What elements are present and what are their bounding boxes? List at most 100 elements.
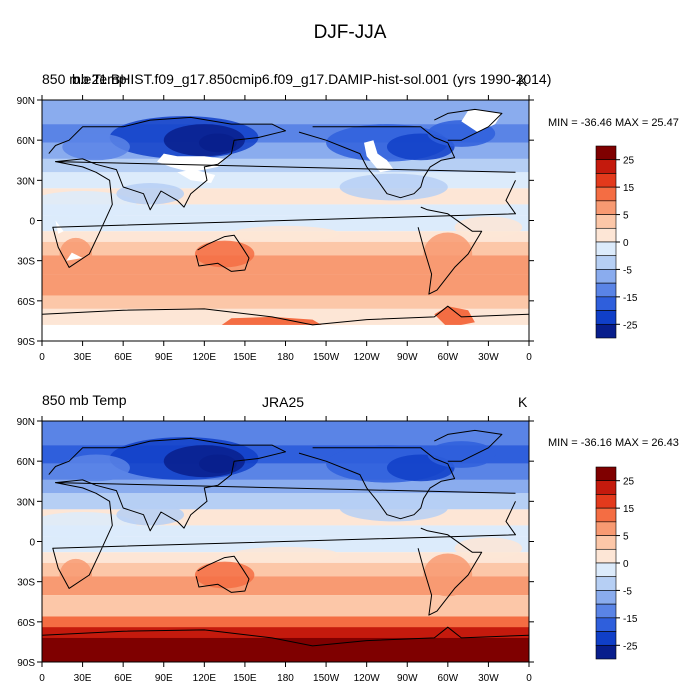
temperature-anomaly — [116, 504, 185, 526]
temperature-anomaly — [59, 558, 93, 592]
panel-dataset-label: JRA25 — [262, 394, 305, 410]
temperature-band — [42, 215, 529, 232]
x-tick-label: 30W — [478, 352, 499, 363]
colorbar-label: -15 — [623, 293, 638, 304]
colorbar-label: 0 — [623, 238, 629, 249]
temperature-band — [42, 595, 529, 617]
colorbar-swatch — [595, 466, 617, 482]
colorbar-label: 25 — [623, 477, 635, 488]
colorbar-label: 5 — [623, 211, 629, 222]
y-tick-label: 30S — [17, 578, 35, 589]
x-tick-label: 90E — [155, 673, 173, 684]
map-panel-model: 850 mb Temp b.e21.BHIST.f09_g17.850cmip6… — [17, 71, 679, 363]
antarctica-anomaly — [42, 637, 529, 662]
colorbar-swatch — [595, 480, 617, 495]
y-tick-label: 90N — [17, 417, 35, 428]
missing-data — [461, 109, 502, 133]
colorbar-swatch — [595, 535, 617, 550]
y-tick-label: 90S — [17, 658, 35, 669]
temperature-anomaly — [194, 240, 255, 268]
panel-variable-label: 850 mb Temp — [42, 71, 127, 87]
temperature-band — [42, 295, 529, 309]
temperature-band — [42, 562, 529, 577]
coastline — [48, 116, 286, 211]
y-tick-label: 0 — [29, 538, 35, 549]
colorbar-label: -5 — [623, 586, 632, 597]
colorbar-swatch — [595, 644, 617, 660]
temperature-band — [42, 421, 529, 446]
x-tick-label: 0 — [526, 352, 532, 363]
main-title: DJF-JJA — [313, 22, 387, 43]
temperature-anomaly — [427, 441, 496, 468]
temperature-band — [42, 616, 529, 630]
y-tick-label: 30S — [17, 257, 35, 268]
temperature-band — [42, 100, 529, 125]
colorbar-swatch — [595, 507, 617, 523]
x-tick-label: 120W — [354, 673, 381, 684]
coastline — [48, 437, 286, 532]
x-tick-label: 0 — [39, 673, 45, 684]
x-tick-label: 120E — [193, 352, 217, 363]
x-tick-label: 150W — [313, 352, 340, 363]
coastline — [434, 108, 503, 141]
temperature-anomaly — [198, 454, 237, 474]
temperature-anomaly — [423, 232, 473, 276]
temperature-band — [42, 255, 529, 275]
x-tick-label: 90W — [397, 352, 418, 363]
temperature-anomaly — [194, 561, 255, 589]
temperature-anomaly — [198, 133, 237, 153]
y-tick-label: 90S — [17, 337, 35, 348]
colorbar-label: -15 — [623, 614, 638, 625]
colorbar-label: 15 — [623, 183, 635, 194]
x-tick-label: 0 — [526, 673, 532, 684]
x-tick-label: 0 — [39, 352, 45, 363]
temperature-band — [42, 493, 529, 510]
antarctica-anomaly — [42, 627, 529, 638]
coastline — [195, 555, 250, 593]
colorbar-swatch — [595, 323, 617, 339]
panel-minmax-label: MIN = -36.46 MAX = 25.47 — [548, 117, 679, 129]
y-tick-label: 60S — [17, 618, 35, 629]
temperature-band — [42, 525, 529, 537]
coastline — [42, 305, 529, 326]
coastline — [417, 206, 483, 295]
temperature-anomaly — [42, 512, 137, 539]
y-tick-label: 60N — [17, 457, 35, 468]
coastline — [52, 161, 516, 268]
coastline — [434, 429, 503, 462]
temperature-band — [42, 241, 529, 256]
temperature-anomaly — [62, 133, 130, 161]
x-tick-label: 60W — [438, 673, 459, 684]
coastline — [417, 527, 483, 616]
x-tick-label: 60W — [438, 352, 459, 363]
colorbar-label: 0 — [623, 559, 629, 570]
y-tick-label: 30N — [17, 176, 35, 187]
temperature-band — [42, 536, 529, 553]
temperature-anomaly — [454, 216, 523, 238]
temperature-band — [42, 274, 529, 296]
x-tick-label: 120E — [193, 673, 217, 684]
y-tick-label: 60S — [17, 297, 35, 308]
x-tick-label: 60E — [114, 352, 132, 363]
panel-minmax-label: MIN = -36.16 MAX = 26.43 — [548, 437, 679, 449]
y-tick-label: 0 — [29, 217, 35, 228]
x-tick-label: 150E — [233, 352, 257, 363]
antarctica-anomaly — [217, 316, 327, 328]
colorbar: 25 15 5 0 -5 -15 -25 — [595, 145, 638, 339]
x-tick-label: 30E — [74, 673, 92, 684]
x-tick-label: 30W — [478, 673, 499, 684]
colorbar-swatch — [595, 562, 617, 578]
x-tick-label: 180 — [277, 352, 294, 363]
temperature-anomaly — [339, 173, 448, 201]
colorbar-swatch — [595, 548, 617, 564]
colorbar-swatch — [595, 494, 617, 509]
missing-data — [157, 153, 225, 173]
temperature-map: 90N 60N 30N 0 30S 60S 90S 0 30E 60E 90E 120E 150E 180… — [17, 95, 638, 363]
coastline — [42, 626, 529, 647]
temperature-band — [42, 204, 529, 216]
colorbar-label: 5 — [623, 532, 629, 543]
colorbar-label: 25 — [623, 156, 635, 167]
panel-dataset-label: b.e21.BHIST.f09_g17.850cmip6.f09_g17.DAM… — [72, 71, 552, 87]
colorbar: 25 15 5 0 -5 -15 -25 — [595, 466, 638, 660]
